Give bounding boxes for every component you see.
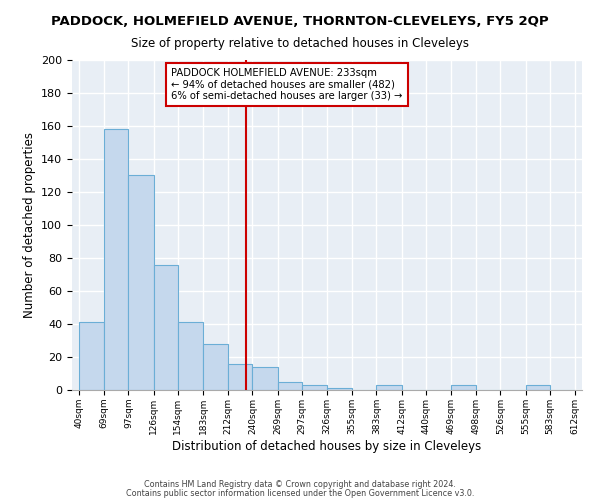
Bar — [253, 367, 278, 390]
Bar — [203, 344, 228, 390]
Bar — [154, 264, 178, 390]
Bar — [376, 385, 401, 390]
X-axis label: Distribution of detached houses by size in Cleveleys: Distribution of detached houses by size … — [172, 440, 482, 452]
Bar — [302, 385, 327, 390]
Bar — [128, 176, 154, 390]
Text: Contains public sector information licensed under the Open Government Licence v3: Contains public sector information licen… — [126, 488, 474, 498]
Text: PADDOCK, HOLMEFIELD AVENUE, THORNTON-CLEVELEYS, FY5 2QP: PADDOCK, HOLMEFIELD AVENUE, THORNTON-CLE… — [51, 15, 549, 28]
Bar — [327, 388, 352, 390]
Y-axis label: Number of detached properties: Number of detached properties — [23, 132, 35, 318]
Bar — [79, 322, 104, 390]
Bar — [104, 130, 128, 390]
Bar — [451, 385, 476, 390]
Text: Size of property relative to detached houses in Cleveleys: Size of property relative to detached ho… — [131, 38, 469, 51]
Bar — [278, 382, 302, 390]
Text: PADDOCK HOLMEFIELD AVENUE: 233sqm
← 94% of detached houses are smaller (482)
6% : PADDOCK HOLMEFIELD AVENUE: 233sqm ← 94% … — [172, 68, 403, 102]
Bar — [228, 364, 253, 390]
Bar — [526, 385, 550, 390]
Text: Contains HM Land Registry data © Crown copyright and database right 2024.: Contains HM Land Registry data © Crown c… — [144, 480, 456, 489]
Bar — [178, 322, 203, 390]
